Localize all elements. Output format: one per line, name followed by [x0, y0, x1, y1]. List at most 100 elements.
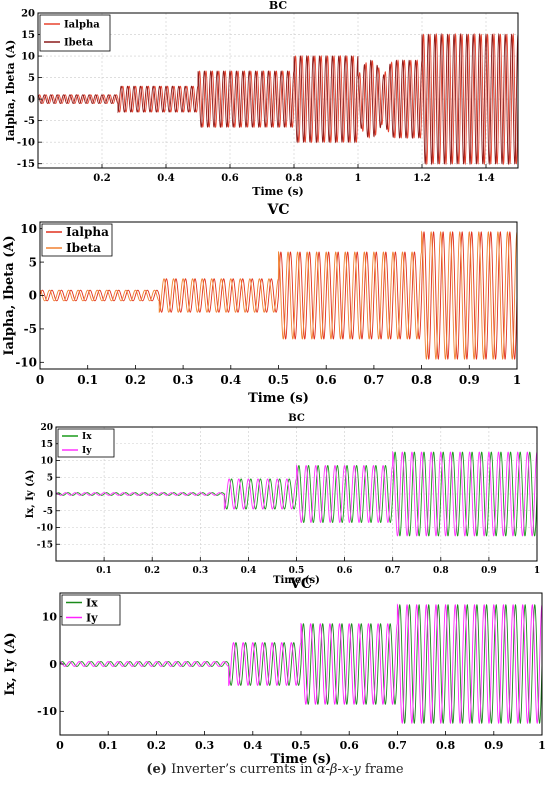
x-tick-label: 0.4: [243, 739, 262, 752]
x-tick-label: 0.6: [337, 566, 353, 576]
y-tick-label: -10: [15, 356, 37, 370]
series-line-ialpha: [40, 231, 517, 360]
y-tick-label: -10: [37, 524, 53, 534]
y-tick-label: -5: [24, 116, 35, 127]
x-tick-label: 0.2: [147, 739, 166, 752]
x-tick-label: 0.1: [77, 373, 98, 387]
chart-title: VC: [266, 202, 289, 218]
x-tick-label: 0.1: [99, 739, 118, 752]
x-tick-label: 0.5: [289, 566, 305, 576]
x-axis-label: Time (s): [271, 752, 332, 767]
y-tick-label: 15: [21, 30, 35, 41]
legend-box: [61, 594, 121, 626]
legend-box: [57, 428, 115, 458]
y-tick-label: -5: [43, 507, 53, 517]
x-tick-label: 0.4: [157, 173, 174, 184]
series-line-ibeta: [40, 230, 517, 360]
series-line-ibeta: [38, 32, 518, 166]
y-axis-label: Ix, Iy (A): [3, 632, 18, 695]
chart-title: BC: [269, 0, 288, 12]
y-tick-label: -15: [37, 540, 53, 550]
y-tick-label: 5: [47, 473, 53, 483]
x-tick-label: 0.3: [192, 566, 208, 576]
x-tick-label: 0.1: [96, 566, 112, 576]
chart-panel-4: 0 0.1 0.2 0.3 0.4 0.5 0.6 0.7 0.8 0.9 1-10010VCTim…: [3, 576, 546, 767]
x-tick-label: 0.7: [385, 566, 401, 576]
legend-label: Iy: [82, 446, 92, 456]
caption-label: (e): [146, 762, 167, 777]
series-line-ix: [56, 451, 537, 537]
chart-panel-3: 0.1 0.2 0.3 0.4 0.5 0.6 0.7 0.8 0.9 1 -15 -10 -5 0 5 10…: [25, 413, 540, 586]
plot-area: [60, 603, 542, 725]
x-tick-label: 0.8: [433, 566, 449, 576]
y-tick-label: -5: [24, 322, 37, 336]
legend-label: Ibeta: [66, 241, 101, 255]
x-tick-label: 1: [355, 173, 362, 184]
caption-text: Inverter’s currents in: [171, 762, 317, 777]
x-tick-label: 0.9: [459, 373, 480, 387]
x-tick-label: 0.7: [388, 739, 407, 752]
x-tick-label: 0.3: [173, 373, 194, 387]
y-axis-label: Ialpha, Ibeta (A): [2, 235, 17, 355]
x-tick-label: 0.2: [125, 373, 146, 387]
x-axis-label: Time (s): [273, 575, 320, 586]
x-tick-label: 1: [534, 566, 540, 576]
y-tick-label: 20: [40, 423, 53, 433]
legend-box: [39, 14, 111, 52]
x-tick-label: 0.6: [340, 739, 359, 752]
series-line-iy: [56, 451, 537, 537]
legend-box: [41, 223, 113, 257]
caption-symbols: α-β-x-y: [316, 762, 361, 777]
y-axis-label: Ialpha, Ibeta (A): [4, 40, 17, 142]
x-tick-label: 0.4: [220, 373, 241, 387]
y-tick-label: 10: [42, 611, 58, 624]
x-tick-label: 0.2: [93, 173, 110, 184]
y-tick-label: 10: [40, 457, 53, 467]
y-tick-label: -10: [37, 705, 57, 718]
series-line-iy: [60, 603, 542, 725]
x-axis-label: Time (s): [248, 391, 309, 406]
x-tick-label: 0.8: [285, 173, 302, 184]
y-axis-label: Ix, Iy (A): [25, 470, 36, 519]
x-tick-label: 0.6: [316, 373, 337, 387]
legend-label: Ialpha: [66, 225, 109, 239]
x-tick-label: 0: [36, 373, 44, 387]
x-tick-label: 0.4: [241, 566, 257, 576]
y-tick-label: 10: [21, 52, 35, 63]
x-tick-label: 0.2: [144, 566, 160, 576]
plot-area: [38, 32, 518, 166]
x-tick-label: 0.5: [268, 373, 289, 387]
x-tick-label: 0.9: [481, 566, 497, 576]
caption-text-end: frame: [360, 762, 404, 777]
series-line-ix: [60, 603, 542, 725]
x-tick-label: 0.7: [363, 373, 384, 387]
plot-area: [56, 451, 537, 537]
plot-area: [40, 230, 517, 360]
x-tick-label: 0: [56, 739, 64, 752]
figure-caption: (e) Inverter’s currents in α-β-x-y frame: [0, 762, 550, 777]
chart-title: VC: [289, 576, 312, 592]
x-tick-label: 1.4: [477, 173, 494, 184]
x-tick-label: 1: [538, 739, 546, 752]
legend-label: Ix: [86, 596, 98, 609]
x-axis-label: Time (s): [252, 185, 303, 198]
y-tick-label: -15: [17, 159, 35, 170]
y-tick-label: 0: [49, 658, 57, 671]
legend-label: Ix: [82, 432, 92, 442]
legend-label: Iy: [86, 611, 98, 624]
legend-label: Ialpha: [64, 20, 100, 31]
y-tick-label: 0: [28, 95, 35, 106]
y-tick-label: 5: [28, 73, 35, 84]
y-tick-label: 15: [40, 440, 53, 450]
x-tick-label: 0.8: [436, 739, 455, 752]
x-tick-label: 0.3: [195, 739, 214, 752]
x-tick-label: 0.9: [484, 739, 503, 752]
y-tick-label: 20: [21, 9, 35, 20]
x-tick-label: 0.6: [221, 173, 238, 184]
x-tick-label: 1: [513, 373, 521, 387]
legend-label: Ibeta: [64, 38, 94, 49]
x-tick-label: 1.2: [413, 173, 430, 184]
chart-title: BC: [288, 413, 305, 424]
y-tick-label: 5: [29, 255, 37, 269]
